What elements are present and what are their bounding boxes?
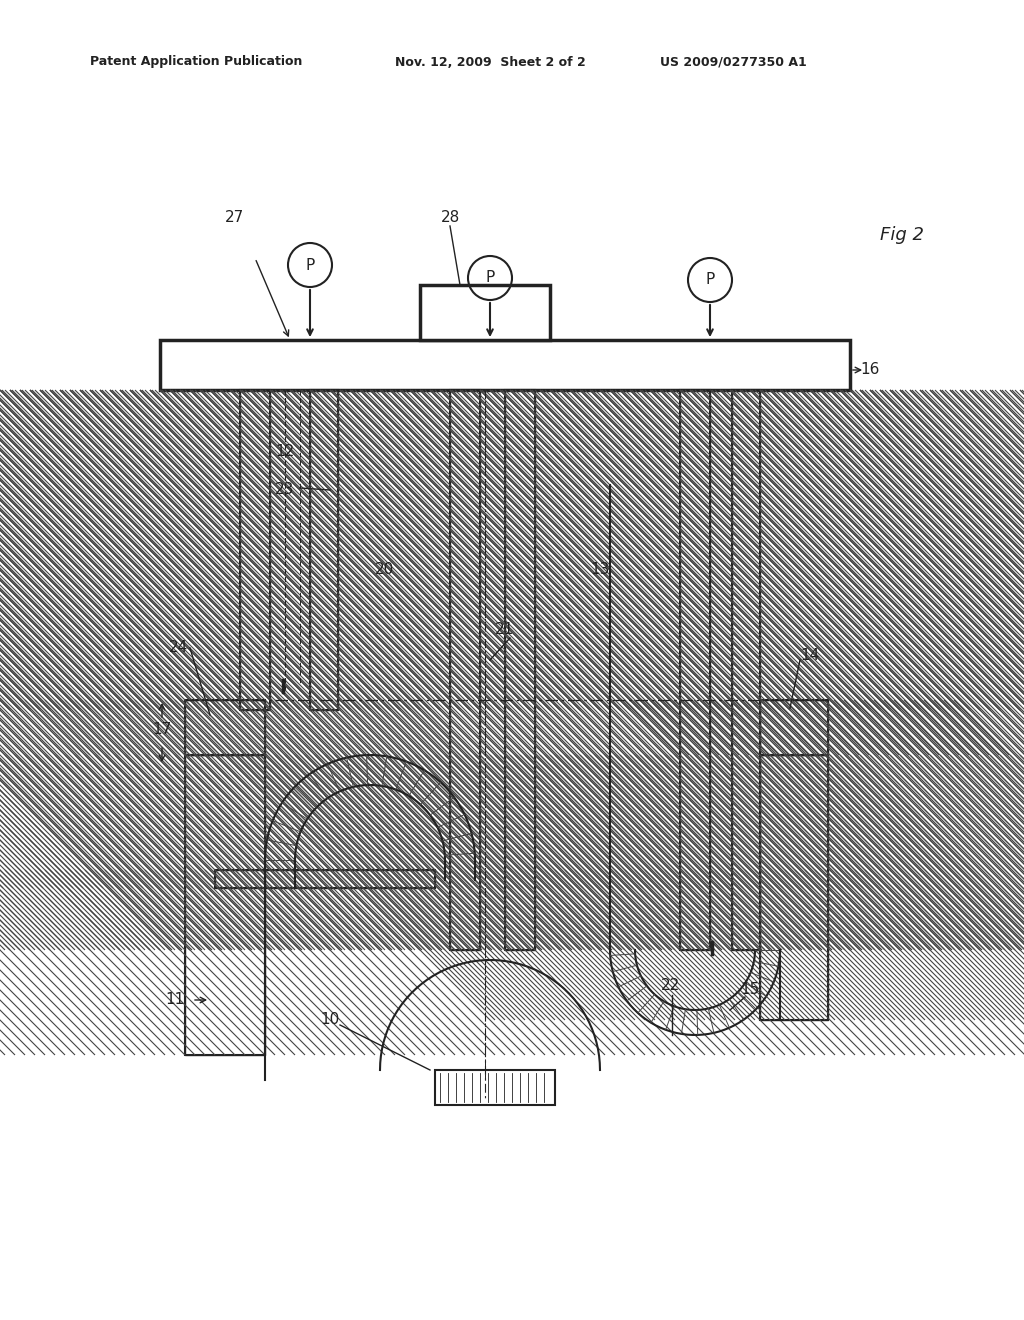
Bar [505, 389, 535, 950]
Text: 21: 21 [496, 623, 515, 638]
Text: Patent Application Publication: Patent Application Publication [90, 55, 302, 69]
Text: 24: 24 [168, 640, 187, 656]
Bar [215, 870, 435, 888]
Bar [680, 389, 710, 950]
Bar [732, 389, 760, 950]
Bar [310, 389, 338, 710]
Bar [185, 700, 265, 755]
Bar [732, 389, 760, 950]
Bar [435, 1071, 555, 1105]
Bar [240, 389, 270, 710]
Bar [760, 700, 828, 755]
Bar [680, 389, 710, 950]
Text: 16: 16 [860, 363, 880, 378]
Text: P: P [305, 257, 314, 272]
Text: 28: 28 [440, 210, 460, 226]
Bar [505, 389, 535, 950]
Bar [240, 389, 270, 710]
Text: P: P [706, 272, 715, 288]
Text: 11: 11 [165, 993, 184, 1007]
Bar [215, 870, 435, 888]
Text: Nov. 12, 2009  Sheet 2 of 2: Nov. 12, 2009 Sheet 2 of 2 [395, 55, 586, 69]
Text: 20: 20 [376, 562, 394, 578]
Text: US 2009/0277350 A1: US 2009/0277350 A1 [660, 55, 807, 69]
Text: 14: 14 [801, 648, 819, 663]
Bar [185, 700, 265, 755]
Text: 15: 15 [740, 982, 760, 998]
Bar [185, 755, 265, 1055]
Bar [450, 389, 480, 950]
Text: 27: 27 [225, 210, 245, 226]
Bar [420, 285, 550, 341]
Bar [185, 755, 265, 1055]
Bar [760, 755, 828, 1020]
Bar [160, 341, 850, 389]
Text: P: P [485, 271, 495, 285]
Text: 13: 13 [590, 562, 609, 578]
Bar [760, 700, 828, 755]
Text: 17: 17 [153, 722, 172, 738]
Text: 12: 12 [275, 445, 295, 459]
Text: 22: 22 [660, 978, 680, 993]
Bar [310, 389, 338, 710]
Text: Fig 2: Fig 2 [880, 226, 924, 244]
Bar [760, 755, 828, 1020]
Bar [450, 389, 480, 950]
Text: 23: 23 [275, 483, 295, 498]
Text: 10: 10 [321, 1012, 340, 1027]
